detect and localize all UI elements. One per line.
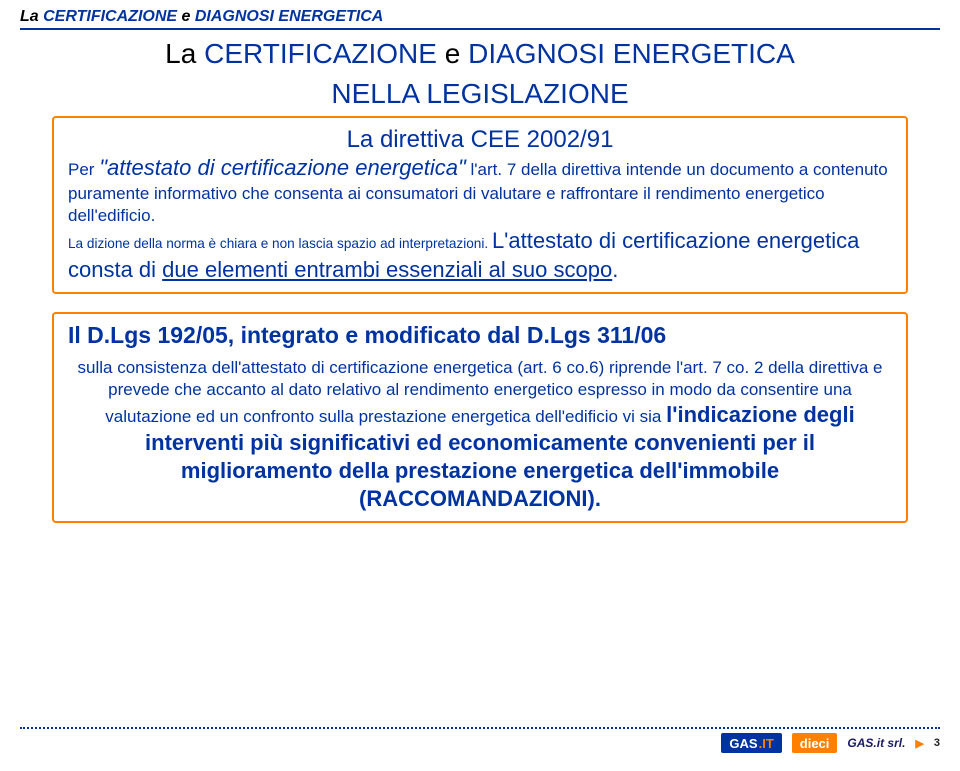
footer-rule [20, 727, 940, 729]
header-prefix: La [20, 8, 43, 25]
title-cert: CERTIFICAZIONE [204, 38, 437, 69]
header-mid: e [177, 8, 195, 25]
title-prefix: La [165, 38, 204, 69]
logo-gas-text: GAS [729, 736, 757, 751]
footer-brand: GAS.it srl. [847, 736, 905, 750]
box1-dizione: La dizione della norma è chiara e non la… [68, 236, 492, 251]
box1-per: Per [68, 160, 99, 179]
slide-page: La CERTIFICAZIONE e DIAGNOSI ENERGETICA … [0, 0, 960, 771]
box1-due: due elementi entrambi essenziali al suo … [162, 257, 612, 282]
footer-row: GAS.IT dieci GAS.it srl. ▶ 3 [20, 733, 940, 753]
box-direttiva: La direttiva CEE 2002/91 Per "attestato … [52, 116, 908, 294]
logo-gas-it: .IT [759, 736, 774, 751]
footer: GAS.IT dieci GAS.it srl. ▶ 3 [20, 727, 940, 761]
footer-arrow-icon: ▶ [915, 737, 923, 750]
logo-dieci: dieci [792, 733, 838, 753]
main-title: La CERTIFICAZIONE e DIAGNOSI ENERGETICA [20, 38, 940, 70]
box2-title: Il D.Lgs 192/05, integrato e modificato … [68, 322, 892, 349]
page-header: La CERTIFICAZIONE e DIAGNOSI ENERGETICA [20, 8, 940, 26]
title-diag: DIAGNOSI ENERGETICA [468, 38, 795, 69]
box1-quote: "attestato di certificazione energetica" [99, 155, 466, 180]
box1-dot: . [612, 257, 618, 282]
box2-body: sulla consistenza dell'attestato di cert… [68, 357, 892, 513]
header-rule [20, 28, 940, 30]
title-mid: e [437, 38, 468, 69]
header-cert: CERTIFICAZIONE [43, 8, 177, 25]
box1-body: Per "attestato di certificazione energet… [68, 154, 892, 284]
box-dlgs: Il D.Lgs 192/05, integrato e modificato … [52, 312, 908, 523]
footer-page-number: 3 [934, 737, 940, 749]
box1-top: La direttiva CEE 2002/91 [68, 126, 892, 154]
header-diag: DIAGNOSI ENERGETICA [195, 8, 383, 25]
subtitle: NELLA LEGISLAZIONE [20, 78, 940, 110]
logo-gas: GAS.IT [721, 733, 781, 753]
